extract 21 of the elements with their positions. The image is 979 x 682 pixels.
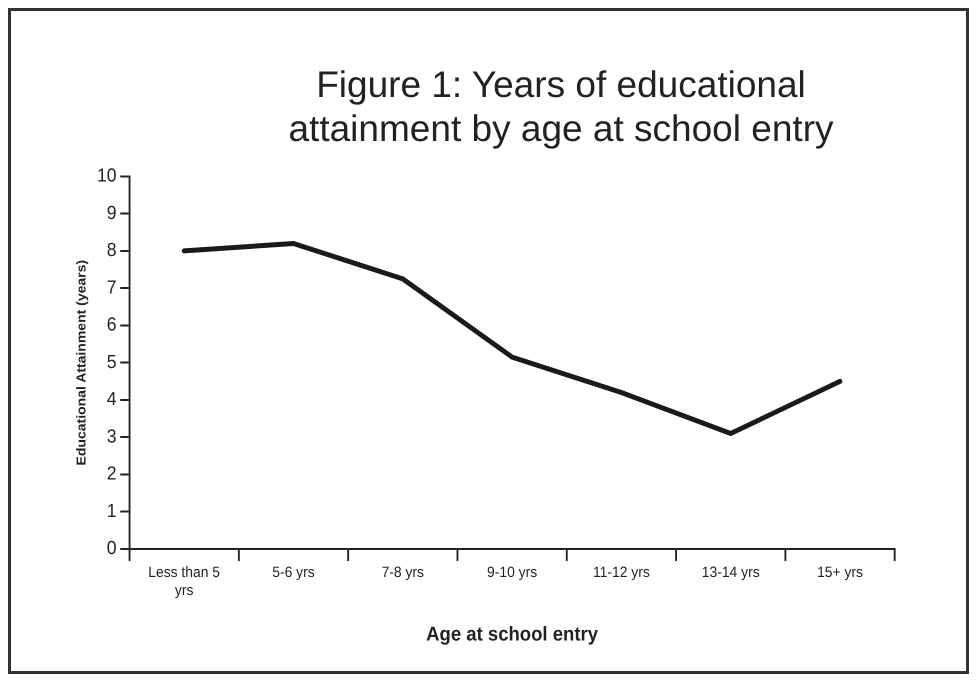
y-tick-label: 10	[96, 164, 117, 186]
y-tick-label: 7	[106, 276, 117, 298]
y-tick-label: 6	[106, 313, 117, 335]
y-tick-label: 2	[106, 462, 117, 484]
y-tick-label: 4	[106, 388, 117, 410]
y-axis-title: Educational Attainment (years)	[74, 260, 88, 466]
x-tick-label: 7-8 yrs	[382, 564, 424, 582]
y-tick-label: 1	[106, 499, 117, 522]
x-axis-title: Age at school entry	[426, 624, 598, 646]
x-tick-label: 5-6 yrs	[272, 564, 315, 582]
x-tick-label: 9-10 yrs	[487, 564, 538, 582]
chart-title: Figure 1: Years of educational attainment by age at school entry	[287, 63, 835, 151]
x-tick-label: 11-12 yrs	[592, 564, 650, 582]
x-tick-label: Less than 5 yrs	[148, 564, 220, 600]
x-tick-label: 15+ yrs	[817, 564, 863, 582]
y-tick-label: 3	[106, 424, 117, 447]
y-tick-label: 0	[106, 536, 117, 558]
x-tick-label: 13-14 yrs	[702, 564, 760, 582]
y-tick-label: 5	[106, 350, 117, 372]
y-tick-label: 9	[106, 201, 117, 224]
y-tick-label: 8	[106, 238, 117, 260]
